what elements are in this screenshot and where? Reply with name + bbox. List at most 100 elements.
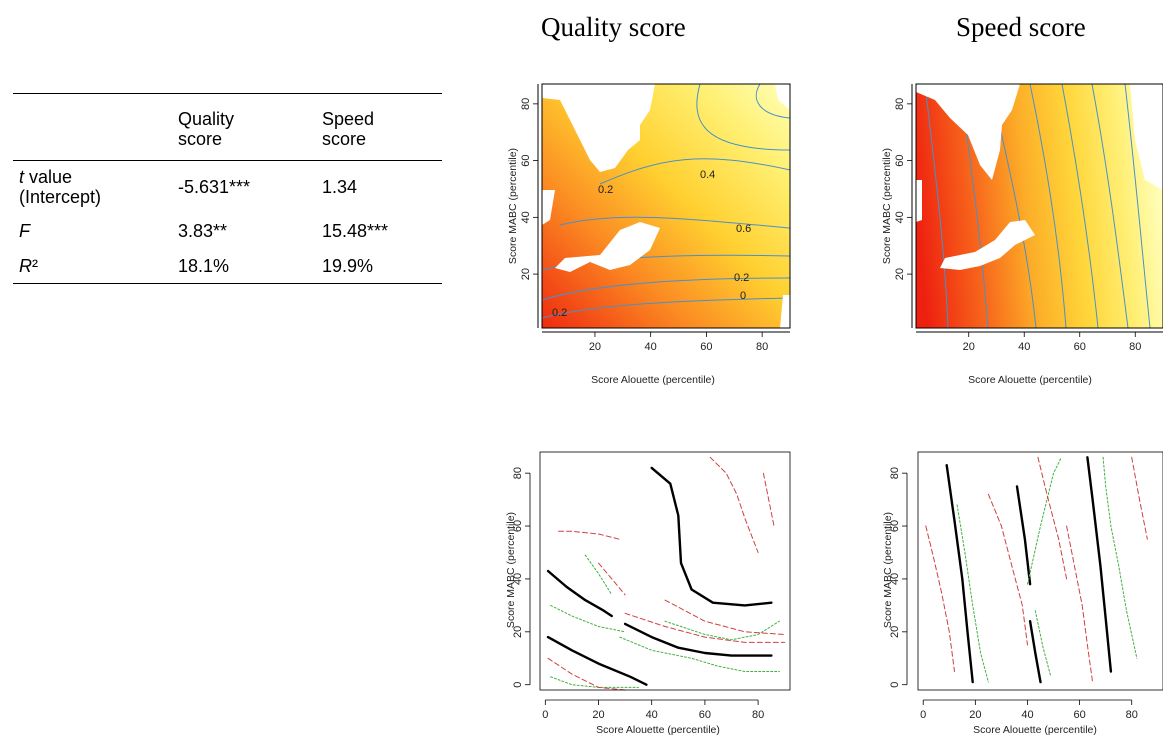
cell-quality: 3.83**: [178, 220, 228, 241]
quality-contour-plot: 0 20 40 60 80 0 20 40 60 80 Score Alouette (perce…: [505, 451, 791, 736]
quality-surface-ticks: 20 40 60 80 20 40 60 80: [520, 98, 768, 353]
speed-surface-axes: [911, 84, 1163, 333]
row-label-italic: t: [19, 167, 25, 187]
cell-speed: 19.9%: [322, 255, 374, 276]
y-tick-label: 20: [520, 268, 532, 280]
fit-contour-line: [945, 464, 974, 684]
speed-surface-plot: 20 40 60 80 20 40 60 80 Score Alouette (percent…: [881, 83, 1163, 386]
y-tick-label: 40: [512, 573, 524, 585]
quality-surface-plot: 0.2 0.6 0.4 0.2 0 0.2 20 40 60 80 20 40 60 80 Score…: [507, 83, 791, 386]
quality-surface-axes: [537, 84, 790, 333]
header-speed-text: Speed score: [322, 109, 375, 149]
fit-contour-line: [650, 466, 773, 607]
lower-ci-line: [709, 456, 759, 553]
header-quality-text: Quality score: [178, 109, 235, 149]
y-tick-label: 0: [889, 682, 901, 688]
upper-ci-line: [1034, 610, 1052, 678]
fit-contour-line: [1015, 485, 1032, 586]
x-tick-label: 20: [963, 341, 975, 353]
speed-missing-regions: [916, 84, 1163, 270]
lower-ci-line: [1066, 525, 1094, 683]
fit-contour-line: [546, 569, 613, 618]
table-row: t value (Intercept) -5.631*** 1.34: [13, 161, 442, 214]
x-tick-label: 60: [1073, 709, 1085, 721]
y-tick-label: 80: [894, 98, 906, 110]
y-tick-label: 20: [889, 626, 901, 638]
upper-ci-line: [584, 554, 613, 596]
y-tick-label: 80: [520, 98, 532, 110]
lower-ci-line: [925, 525, 955, 672]
speed-column-title: Speed score: [956, 12, 1086, 42]
cell-speed: 1.34: [322, 177, 358, 197]
upper-ci-line: [1102, 456, 1138, 659]
y-tick-label: 60: [512, 520, 524, 532]
x-tick-label: 60: [699, 709, 711, 721]
quality-contour-series: [546, 456, 786, 691]
y-tick-label: 0: [512, 682, 524, 688]
y-tick-label: 40: [889, 573, 901, 585]
row-label-rest: ²: [32, 255, 38, 276]
table-header-speed: Speed score: [316, 94, 442, 161]
quality-contour-ylabel: Score MABC (percentile): [505, 512, 517, 628]
speed-surface-frame: [915, 83, 1163, 329]
lower-ci-line: [624, 612, 786, 643]
fit-contour-line: [1086, 456, 1113, 673]
x-tick-label: 40: [646, 709, 658, 721]
row-label-f: F: [13, 213, 172, 249]
lower-ci-line: [1037, 456, 1068, 580]
speed-contour-xlabel: Score Alouette (percentile): [973, 724, 1097, 736]
x-tick-label: 40: [1018, 341, 1030, 353]
row-label-italic: R: [19, 255, 32, 276]
lower-ci-line: [1131, 456, 1148, 540]
plot-frame: [539, 451, 791, 691]
x-tick-label: 80: [756, 341, 768, 353]
upper-ci-line: [1027, 456, 1062, 585]
y-tick-label: 80: [889, 467, 901, 479]
quality-missing-regions: [542, 84, 790, 328]
x-tick-label: 80: [752, 709, 764, 721]
table-row: R² 18.1% 19.9%: [13, 249, 442, 284]
y-tick-label: 60: [520, 154, 532, 166]
table-row: F 3.83** 15.48***: [13, 213, 442, 249]
quality-surface-ylabel: Score MABC (percentile): [507, 148, 519, 264]
upper-ci-line: [550, 676, 639, 688]
upper-ci-line: [619, 636, 780, 672]
y-tick-label: 60: [889, 520, 901, 532]
lower-ci-line: [762, 472, 775, 527]
speed-contour-series: [925, 456, 1148, 684]
x-tick-label: 60: [700, 341, 712, 353]
upper-ci-line: [956, 504, 989, 683]
regression-stats-table: Quality score Speed score t value (Intercep…: [13, 93, 442, 284]
svg-text:0.4: 0.4: [700, 169, 715, 181]
fit-contour-line: [1028, 620, 1042, 684]
speed-contour-plot: 0 20 40 60 80 0 20 40 60 80 Score Alouette (perce…: [882, 451, 1163, 736]
lower-ci-line: [664, 599, 786, 635]
table-header-blank: [13, 94, 172, 161]
x-tick-label: 40: [645, 341, 657, 353]
x-tick-label: 0: [542, 709, 548, 721]
fit-contour-line: [623, 622, 773, 657]
speed-contour-lines: [924, 84, 1151, 328]
y-tick-label: 20: [894, 268, 906, 280]
speed-surface-xlabel: Score Alouette (percentile): [968, 374, 1092, 386]
upper-ci-line: [664, 620, 780, 641]
x-tick-label: 20: [589, 341, 601, 353]
x-tick-label: 80: [1129, 341, 1141, 353]
lower-ci-line: [598, 562, 626, 596]
x-tick-label: 0: [920, 709, 926, 721]
row-label-rest: value (Intercept): [19, 167, 102, 207]
fit-contour-line: [546, 635, 648, 686]
lower-ci-line: [547, 657, 626, 691]
svg-text:0.6: 0.6: [736, 223, 751, 235]
row-label-italic: F: [19, 220, 30, 241]
cell-quality: -5.631***: [178, 177, 251, 197]
speed-surface-ylabel: Score MABC (percentile): [881, 148, 893, 264]
x-tick-label: 40: [1021, 709, 1033, 721]
lower-ci-line: [558, 530, 621, 540]
quality-contour-labels: 0.2 0.6 0.4 0.2 0 0.2: [552, 169, 751, 319]
y-tick-label: 40: [520, 211, 532, 223]
y-tick-label: 80: [512, 467, 524, 479]
row-label-t: t value (Intercept): [13, 161, 172, 214]
plot-frame: [917, 451, 1163, 691]
x-tick-label: 20: [592, 709, 604, 721]
